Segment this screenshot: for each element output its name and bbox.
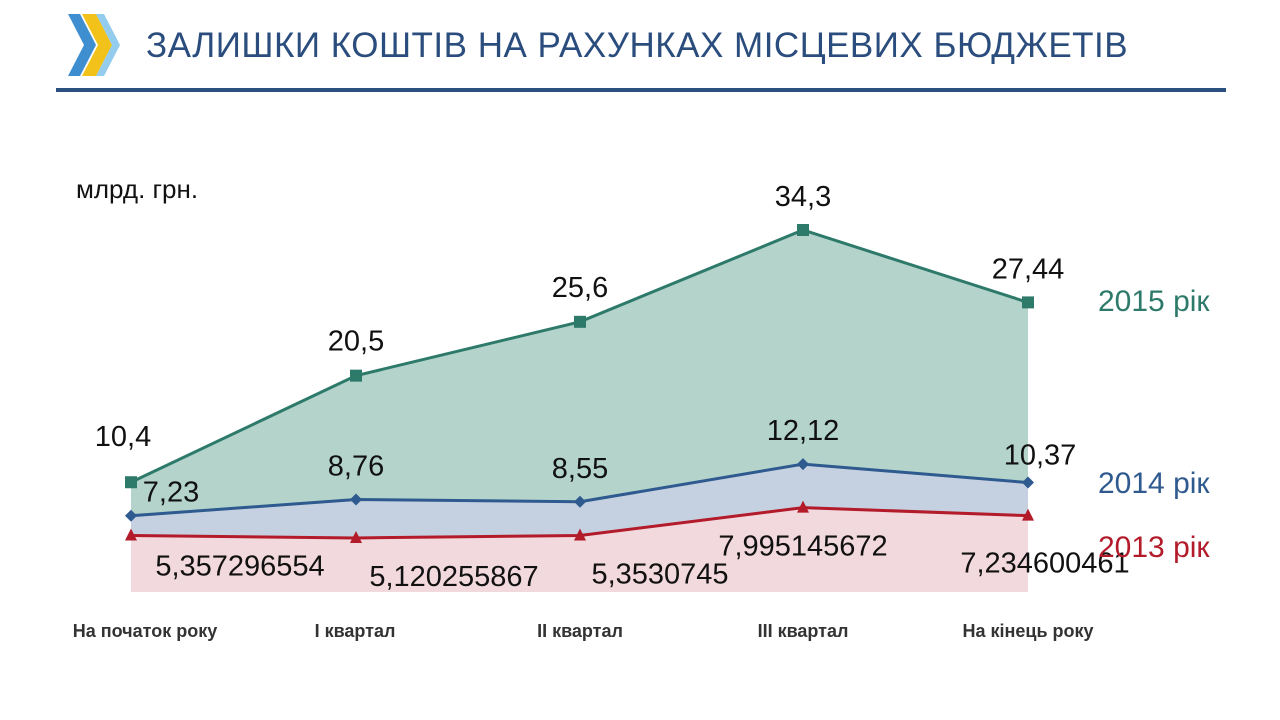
- marker-2015-1: [350, 369, 362, 382]
- marker-2015-4: [1022, 296, 1034, 309]
- data-label-2013-2: 5,3530745: [591, 559, 728, 591]
- category-label-1: І квартал: [315, 621, 396, 641]
- marker-2013-2: [574, 528, 586, 541]
- category-label-2: ІІ квартал: [537, 621, 623, 641]
- series-label-2013: 2013 рік: [1098, 531, 1210, 564]
- marker-2013-3: [797, 500, 809, 513]
- series-label-2014: 2014 рік: [1098, 467, 1210, 500]
- data-label-2014-1: 8,76: [328, 451, 384, 483]
- data-label-2015-4: 27,44: [992, 253, 1065, 285]
- data-label-2014-0: 7,23: [143, 477, 199, 509]
- series-label-2015: 2015 рік: [1098, 285, 1210, 318]
- marker-2014-2: [574, 495, 586, 508]
- marker-2015-0: [125, 476, 137, 489]
- data-label-2015-2: 25,6: [552, 272, 608, 304]
- data-label-2015-1: 20,5: [328, 326, 384, 358]
- marker-2015-3: [797, 224, 809, 236]
- marker-2014-1: [350, 493, 362, 506]
- marker-2014-3: [797, 458, 809, 471]
- marker-2015-2: [574, 315, 586, 328]
- unit-label: млрд. грн.: [76, 174, 199, 204]
- marker-2013-0: [125, 528, 137, 541]
- category-label-4: На кінець року: [962, 621, 1093, 641]
- data-label-2013-3: 7,995145672: [718, 531, 887, 563]
- data-label-2013-4: 7,234600461: [960, 548, 1129, 580]
- logo-chevron-icon: [68, 14, 120, 76]
- marker-2014-4: [1022, 476, 1034, 489]
- marker-2013-4: [1022, 508, 1034, 521]
- title-divider: [56, 88, 1226, 92]
- page-title: ЗАЛИШКИ КОШТІВ НА РАХУНКАХ МІСЦЕВИХ БЮДЖ…: [146, 26, 1129, 65]
- data-label-2014-2: 8,55: [552, 453, 608, 485]
- data-label-2014-4: 10,37: [1004, 440, 1077, 472]
- data-label-2015-3: 34,3: [775, 181, 831, 213]
- category-label-0: На початок року: [73, 621, 217, 641]
- data-label-2013-0: 5,357296554: [155, 550, 324, 582]
- marker-2013-1: [350, 530, 362, 543]
- area-2013: [131, 507, 1028, 592]
- data-label-2013-1: 5,120255867: [369, 561, 538, 593]
- data-label-2015-0: 10,4: [95, 421, 151, 453]
- category-label-3: ІІІ квартал: [758, 621, 849, 641]
- marker-2014-0: [125, 509, 137, 522]
- data-label-2014-3: 12,12: [767, 415, 840, 447]
